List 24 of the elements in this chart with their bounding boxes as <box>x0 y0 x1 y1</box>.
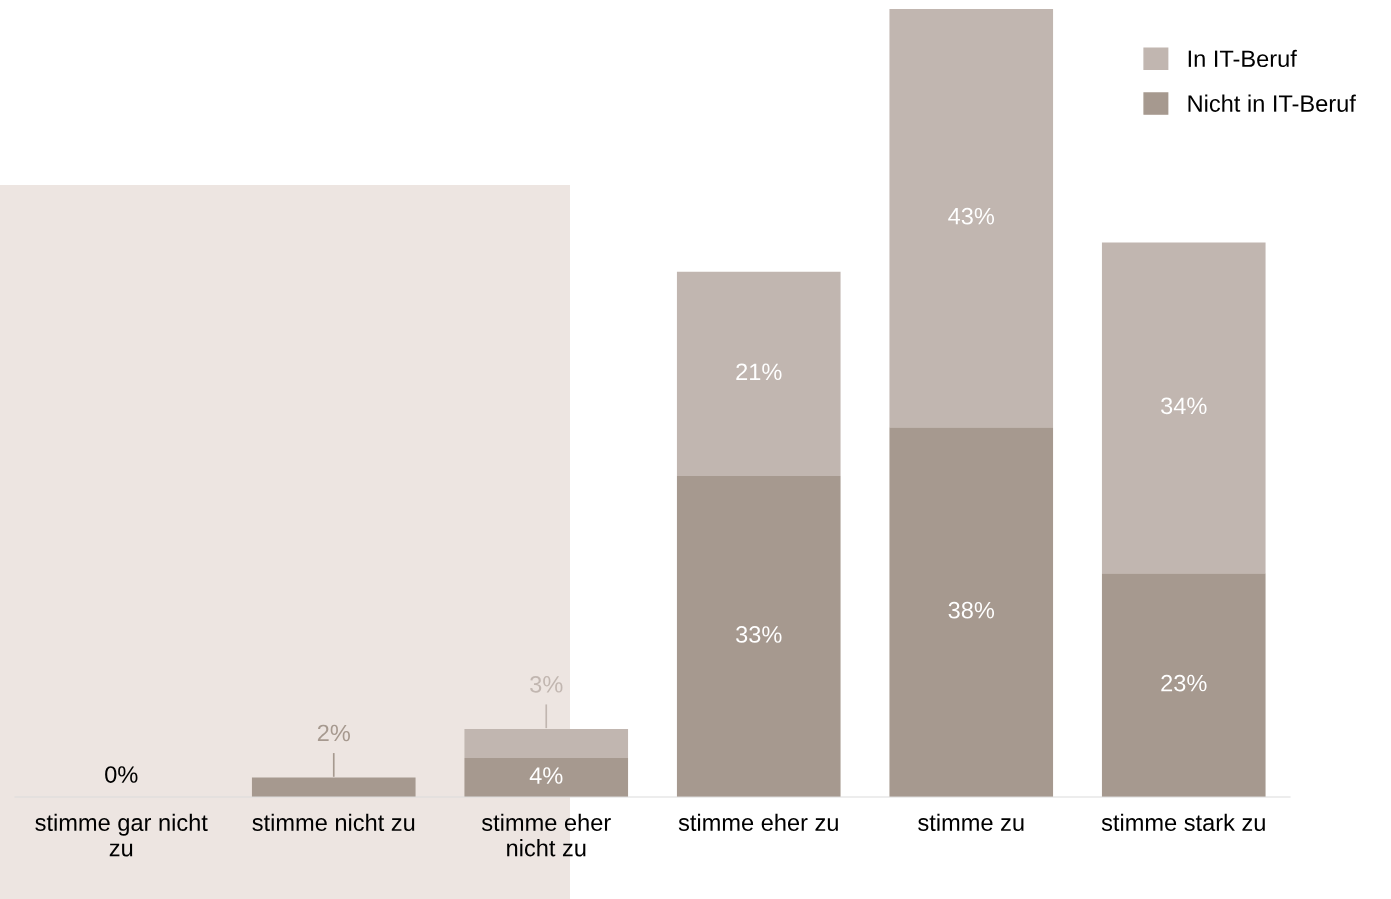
legend-label: In IT-Beruf <box>1188 49 1297 68</box>
bar <box>464 758 629 797</box>
data-label: 23% <box>1161 674 1207 692</box>
x-tick-label: stimme eher zu <box>678 813 838 832</box>
bar <box>1101 573 1266 797</box>
data-label: 33% <box>736 626 782 643</box>
bar <box>1101 242 1266 574</box>
bar <box>676 475 841 797</box>
x-tick-label: stimme stark zu <box>1101 813 1265 832</box>
data-label: 34% <box>1161 397 1207 415</box>
x-tick-label: stimme nicht zu <box>252 813 415 832</box>
x-tick-label: stimme zu <box>918 813 1024 832</box>
data-label: 4% <box>529 767 563 784</box>
x-tick-label: stimme gar nicht zu <box>35 813 208 857</box>
x-tick-label: stimme eher nicht zu <box>481 813 611 857</box>
data-label: 0% <box>105 766 138 783</box>
legend-label: Nicht in IT-Beruf <box>1188 94 1356 112</box>
bar <box>889 427 1054 797</box>
data-label: 43% <box>948 207 995 225</box>
bar <box>676 271 841 476</box>
data-label: 21% <box>736 363 782 381</box>
data-label: 2% <box>317 724 350 742</box>
bar <box>889 9 1054 428</box>
data-label: 38% <box>948 601 995 619</box>
